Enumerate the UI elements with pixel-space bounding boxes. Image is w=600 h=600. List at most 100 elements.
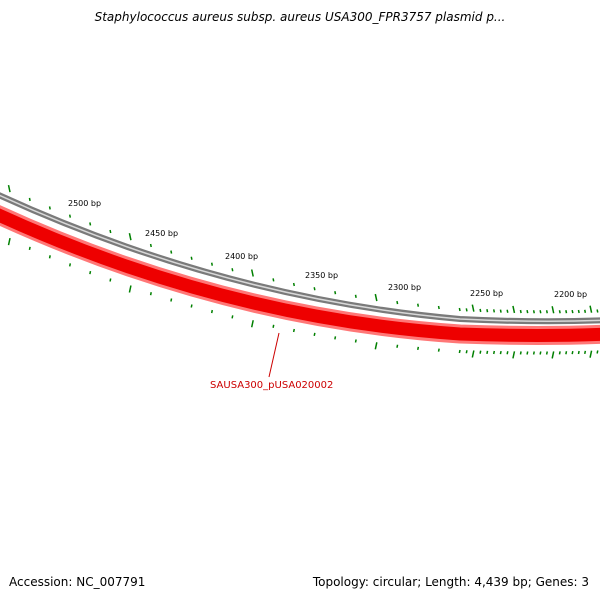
minor-tick [577,350,580,355]
minor-tick [526,310,529,314]
minor-tick [396,344,399,348]
tick-label-2350: 2350 bp [305,271,338,280]
minor-tick [354,294,357,298]
minor-tick [584,309,587,313]
minor-tick [190,256,193,260]
major-tick [128,285,132,293]
minor-tick [519,309,522,314]
tick-label-2200: 2200 bp [554,290,587,299]
minor-tick [539,310,542,314]
minor-tick [272,324,275,328]
minor-tick [437,348,440,352]
minor-tick [313,332,316,337]
major-tick [471,350,475,358]
minor-tick [545,351,548,355]
map-summary-text: Topology: circular; Length: 4,439 bp; Ge… [312,575,589,589]
minor-tick [68,214,72,218]
backbone-inner [0,194,600,323]
minor-tick [89,222,92,226]
minor-tick [334,336,337,340]
minor-tick [479,308,482,313]
minor-tick [596,350,599,354]
minor-tick [492,350,496,355]
minor-tick [571,309,574,314]
minor-tick [565,310,568,314]
minor-tick [210,309,214,314]
major-tick [512,351,516,359]
minor-tick [334,291,337,295]
minor-tick [48,255,51,259]
minor-tick [89,270,92,275]
major-tick [7,184,11,193]
minor-tick [558,351,561,355]
minor-tick [577,309,580,314]
minor-tick [519,351,522,355]
minor-tick [506,309,509,313]
major-tick [551,351,555,359]
minor-tick [506,351,509,355]
tick-marks [7,184,599,359]
minor-tick [292,282,295,287]
minor-tick [465,350,468,354]
minor-tick [526,351,529,355]
tick-label-2400: 2400 bp [225,252,258,261]
major-tick [7,237,11,246]
minor-tick [210,262,214,266]
tick-label-2450: 2450 bp [145,229,178,238]
map-title: Staphylococcus aureus subsp. aureus USA3… [94,10,506,24]
minor-tick [458,349,461,354]
minor-tick [565,351,568,355]
minor-tick [492,309,496,313]
tick-label-2300: 2300 bp [388,283,421,292]
minor-tick [465,308,468,312]
minor-tick [499,309,502,313]
minor-tick [272,278,275,282]
tick-label-2250: 2250 bp [470,289,503,298]
major-tick [250,320,254,328]
major-tick [512,305,516,314]
minor-tick [486,309,489,313]
minor-tick [417,303,420,307]
minor-tick [170,250,173,254]
minor-tick [539,351,542,355]
minor-tick [231,268,234,272]
minor-tick [313,287,316,291]
minor-tick [28,197,31,202]
minor-tick [596,309,599,313]
major-tick [250,269,254,277]
minor-tick [437,305,440,310]
minor-tick [479,350,482,354]
minor-tick [545,310,548,314]
minor-tick [417,346,420,351]
gene-label[interactable]: SAUSA300_pUSA020002 [210,380,333,391]
minor-tick [190,304,193,308]
major-tick [589,305,593,313]
major-tick [374,342,378,350]
minor-tick [532,351,535,355]
major-tick [128,233,132,241]
minor-tick [396,300,399,305]
gene-label-leader [268,332,280,378]
minor-tick [499,351,502,355]
minor-tick [292,328,295,333]
minor-tick [231,315,234,319]
minor-tick [571,351,574,355]
minor-tick [48,206,51,210]
minor-tick [149,292,152,296]
major-tick [471,304,475,312]
minor-tick [584,350,587,355]
major-tick [551,306,555,314]
major-tick [374,293,378,302]
accession-text: Accession: NC_007791 [9,575,146,589]
gene-band [0,208,600,342]
minor-tick [109,278,112,282]
minor-tick [149,243,152,248]
major-tick [589,350,593,358]
minor-tick [532,310,535,314]
tick-label-2500: 2500 bp [68,199,101,208]
minor-tick [558,310,561,314]
minor-tick [109,229,112,234]
minor-tick [458,307,461,312]
minor-tick [486,350,489,355]
